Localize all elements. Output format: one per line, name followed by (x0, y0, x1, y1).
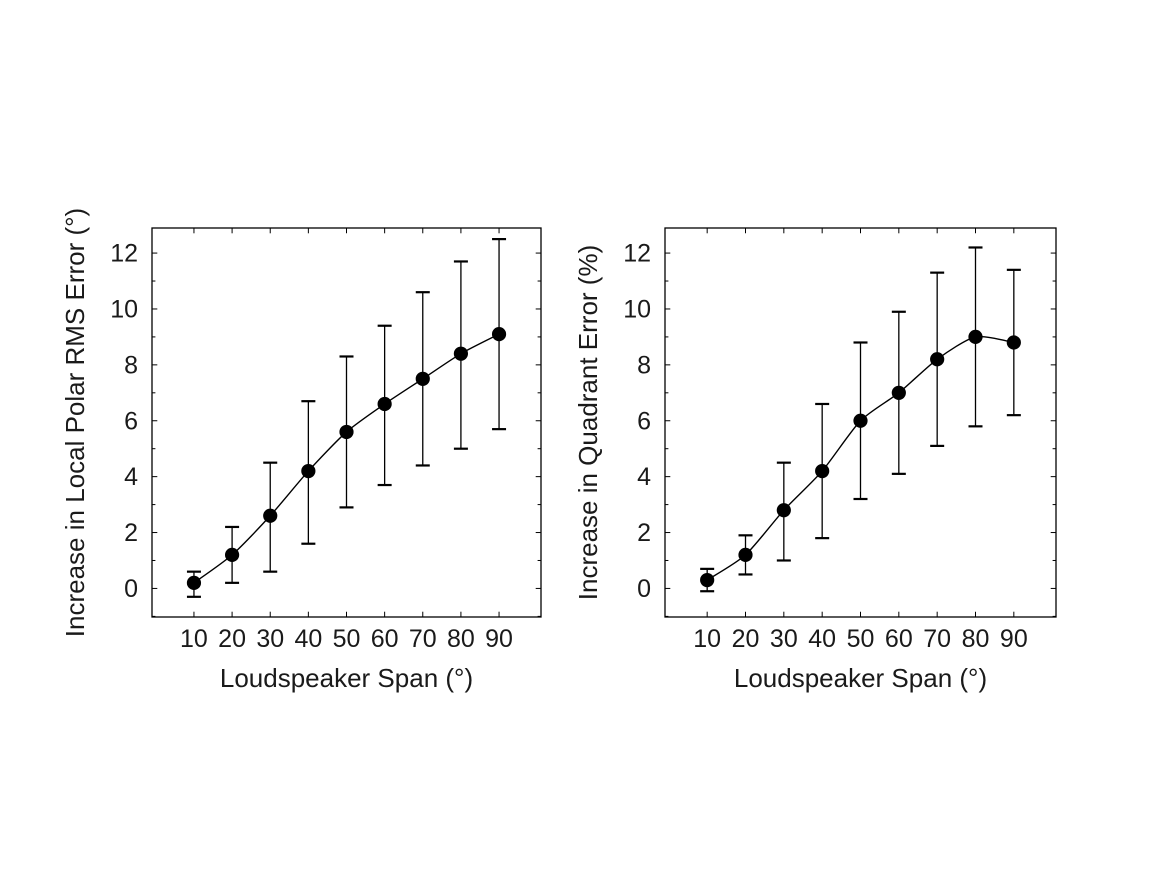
svg-text:70: 70 (923, 625, 951, 653)
svg-text:8: 8 (124, 351, 138, 379)
svg-text:90: 90 (1000, 625, 1028, 653)
svg-text:0: 0 (637, 575, 651, 603)
svg-text:12: 12 (110, 240, 138, 268)
svg-text:10: 10 (693, 625, 721, 653)
svg-text:20: 20 (218, 625, 246, 653)
svg-text:10: 10 (623, 295, 651, 323)
svg-text:2: 2 (124, 519, 138, 547)
svg-text:Loudspeaker Span (°): Loudspeaker Span (°) (220, 663, 473, 693)
svg-text:40: 40 (808, 625, 836, 653)
svg-text:6: 6 (124, 407, 138, 435)
svg-text:30: 30 (256, 625, 284, 653)
svg-text:12: 12 (623, 240, 651, 268)
svg-text:80: 80 (447, 625, 475, 653)
svg-text:80: 80 (962, 625, 990, 653)
svg-text:50: 50 (847, 625, 875, 653)
svg-text:30: 30 (770, 625, 798, 653)
svg-text:4: 4 (637, 463, 651, 491)
svg-text:20: 20 (732, 625, 760, 653)
svg-text:Loudspeaker Span (°): Loudspeaker Span (°) (734, 663, 987, 693)
svg-text:8: 8 (637, 351, 651, 379)
svg-text:60: 60 (371, 625, 399, 653)
svg-text:10: 10 (180, 625, 208, 653)
svg-text:Increase in Local Polar RMS Er: Increase in Local Polar RMS Error (°) (60, 208, 90, 637)
svg-text:Increase in Quadrant Error (%): Increase in Quadrant Error (%) (573, 245, 603, 600)
svg-text:40: 40 (294, 625, 322, 653)
svg-text:6: 6 (637, 407, 651, 435)
svg-text:50: 50 (333, 625, 361, 653)
svg-text:10: 10 (110, 295, 138, 323)
svg-text:4: 4 (124, 463, 138, 491)
svg-text:2: 2 (637, 519, 651, 547)
svg-text:60: 60 (885, 625, 913, 653)
svg-text:0: 0 (124, 575, 138, 603)
svg-text:70: 70 (409, 625, 437, 653)
svg-text:90: 90 (485, 625, 513, 653)
